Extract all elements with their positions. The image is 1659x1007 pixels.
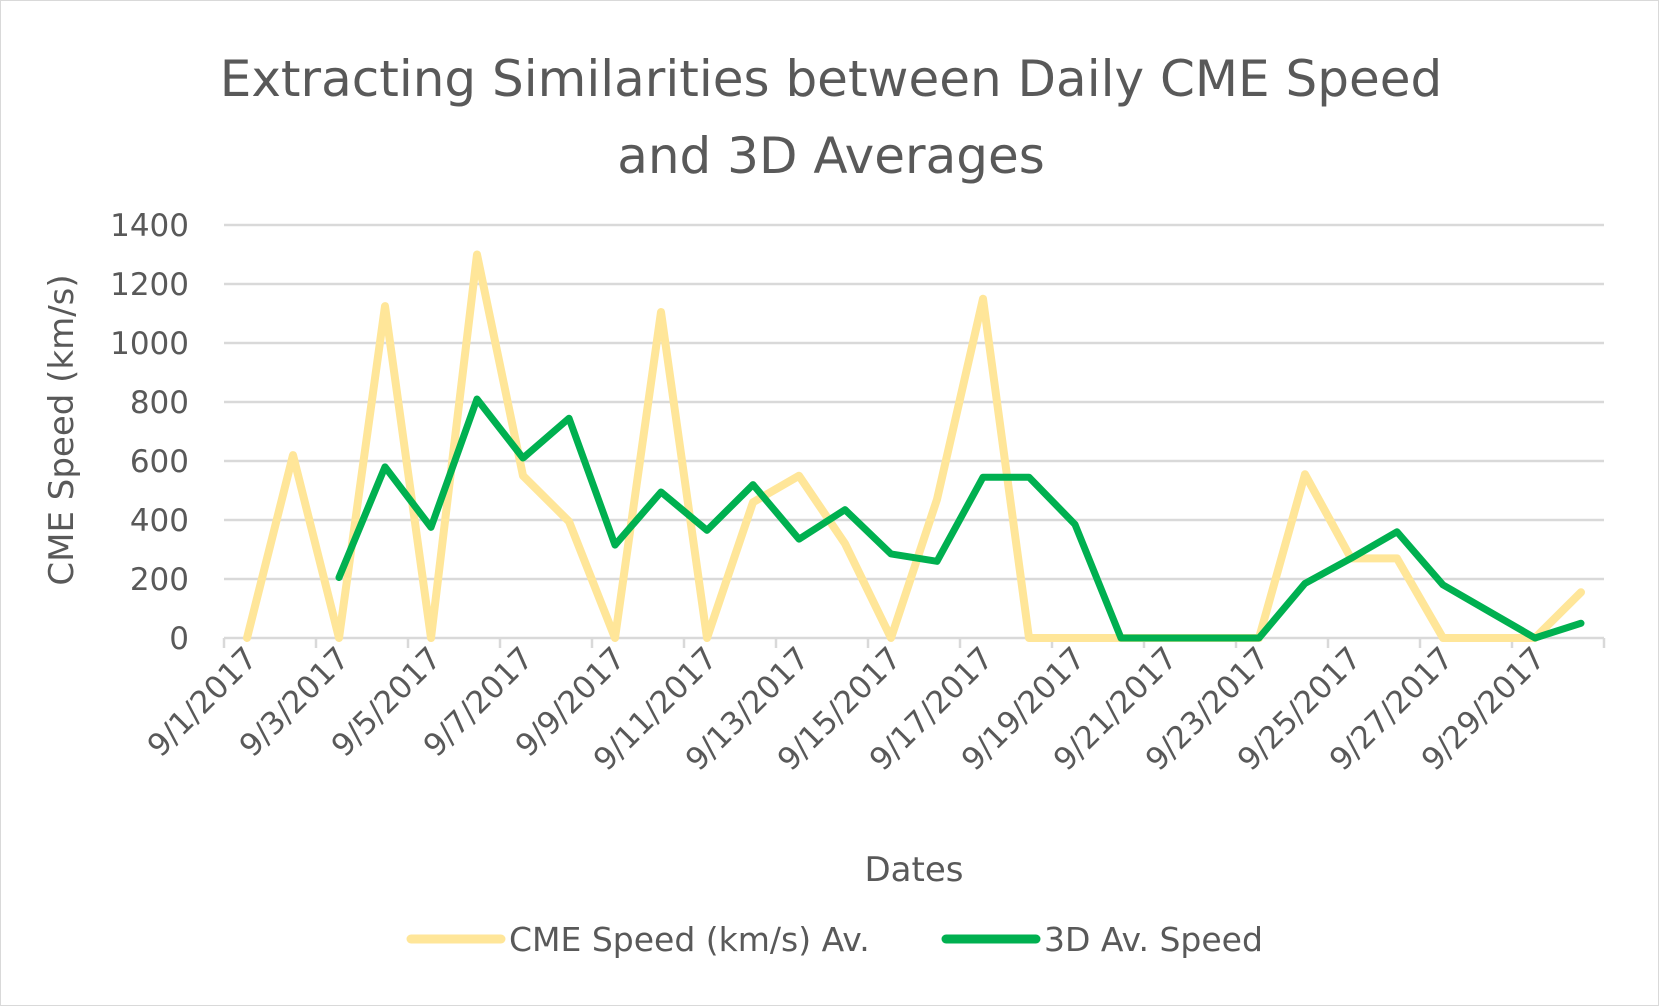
legend-label-3d-av-speed: 3D Av. Speed xyxy=(1044,920,1263,959)
legend: CME Speed (km/s) Av. 3D Av. Speed xyxy=(406,920,1263,959)
x-axis xyxy=(222,636,1606,648)
y-tick-label: 200 xyxy=(130,562,189,598)
y-axis-ticks: 0 200 400 600 800 1000 1200 1400 xyxy=(110,208,189,657)
series-line-3d-av-speed xyxy=(335,395,1585,642)
y-tick-label: 0 xyxy=(169,621,189,657)
legend-label-cme-speed: CME Speed (km/s) Av. xyxy=(509,920,870,959)
series-line-cme-speed xyxy=(243,250,1585,642)
y-tick-label: 800 xyxy=(130,385,189,421)
y-tick-label: 1000 xyxy=(110,326,189,362)
x-axis-title: Dates xyxy=(865,850,964,890)
y-tick-label: 1200 xyxy=(110,267,189,303)
y-axis-title: CME Speed (km/s) xyxy=(42,274,82,585)
chart-title-line-2: and 3D Averages xyxy=(617,127,1045,185)
y-tick-label: 1400 xyxy=(110,208,189,244)
chart-title-line-1: Extracting Similarities between Daily CM… xyxy=(220,50,1443,108)
y-tick-label: 600 xyxy=(130,444,189,480)
x-axis-ticks: 9/1/20179/3/20179/5/20179/7/20179/9/2017… xyxy=(141,640,1553,778)
y-tick-label: 400 xyxy=(130,503,189,539)
series-lines xyxy=(243,250,1585,642)
